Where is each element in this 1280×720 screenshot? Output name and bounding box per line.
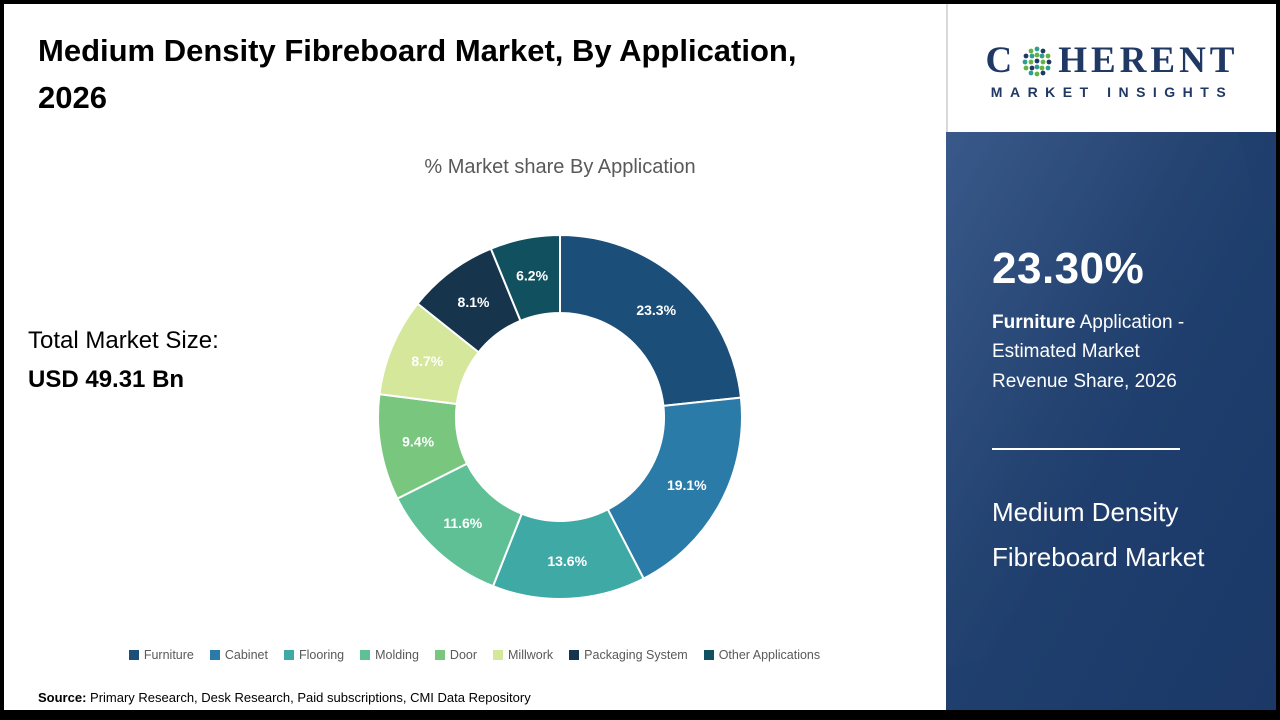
sidebar: C — [946, 4, 1276, 710]
donut-slice-furniture — [559, 233, 743, 408]
chart-subtitle: % Market share By Application — [424, 156, 696, 178]
highlight-panel: 23.30% Furniture Application - Estimated… — [946, 132, 1276, 710]
legend-swatch — [283, 650, 294, 660]
logo-text-prefix: C — [985, 40, 1017, 81]
donut-slice-cabinet — [606, 396, 743, 580]
legend-item-packaging-system: Packaging System — [569, 648, 688, 662]
legend-label: Cabinet — [224, 648, 268, 662]
donut-slice-other-applications — [489, 233, 561, 323]
total-market-value: USD 49.31 Bn — [28, 365, 185, 393]
legend-item-furniture: Furniture — [128, 648, 194, 662]
logo-tagline: MARKET INSIGHTS — [990, 84, 1234, 100]
slice-label-flooring: 13.6% — [547, 553, 587, 569]
legend-swatch — [434, 650, 445, 660]
legend-label: Door — [449, 648, 478, 662]
total-market-label: Total Market Size: — [28, 327, 219, 354]
company-logo: C — [946, 4, 1276, 132]
highlight-stat-caption: Furniture Application - Estimated Market… — [992, 308, 1220, 396]
slice-label-packaging-system: 8.1% — [458, 294, 490, 310]
legend-item-door: Door — [434, 648, 478, 662]
legend-label: Furniture — [143, 648, 194, 662]
source-line: Source: Primary Research, Desk Research,… — [38, 690, 531, 705]
legend-swatch — [128, 650, 139, 660]
slice-label-other-applications: 6.2% — [516, 268, 548, 284]
legend-label: Molding — [375, 648, 419, 662]
legend-swatch — [360, 650, 371, 660]
logo-text-suffix: HERENT — [1058, 40, 1239, 81]
legend-swatch — [703, 650, 714, 660]
slice-label-millwork: 8.7% — [411, 353, 443, 369]
legend-swatch — [569, 650, 580, 660]
slice-label-cabinet: 19.1% — [667, 477, 707, 493]
slice-label-molding: 11.6% — [443, 515, 482, 531]
legend-label: Other Applications — [718, 648, 821, 662]
source-label: Source: — [38, 690, 87, 705]
total-market-size: Total Market Size: USD 49.31 Bn — [28, 322, 219, 400]
highlight-caption-rest: Application - Estimated Market Revenue S… — [992, 312, 1185, 392]
legend-label: Packaging System — [584, 648, 688, 662]
slice-label-furniture: 23.3% — [636, 302, 676, 318]
legend-label: Millwork — [508, 648, 554, 662]
globe-icon — [1022, 46, 1052, 76]
chart-legend: Furniture Cabinet Flooring Molding Door Millw… — [4, 648, 945, 662]
panel-divider — [992, 448, 1180, 451]
donut-chart: 23.3% 19.1% 13.6% 11.6% 9.4% 8.7% 8.1% 6.2% — [377, 233, 743, 600]
source-text: Primary Research, Desk Research, Paid su… — [86, 690, 531, 705]
highlight-stat-value: 23.30% — [992, 244, 1145, 293]
legend-item-cabinet: Cabinet — [209, 648, 268, 662]
slice-label-door: 9.4% — [402, 433, 434, 449]
legend-item-other-applications: Other Applications — [703, 648, 821, 662]
logo-wordmark: C — [986, 42, 1239, 79]
legend-item-millwork: Millwork — [493, 648, 553, 662]
legend-label: Flooring — [298, 648, 345, 662]
legend-swatch — [209, 650, 220, 660]
legend-swatch — [493, 650, 504, 660]
page-title: Medium Density Fibreboard Market, By App… — [38, 33, 797, 115]
highlight-category: Furniture — [992, 312, 1076, 333]
legend-item-flooring: Flooring — [283, 648, 345, 662]
report-title: Medium Density Fibreboard Market — [992, 497, 1205, 573]
legend-item-molding: Molding — [360, 648, 419, 662]
